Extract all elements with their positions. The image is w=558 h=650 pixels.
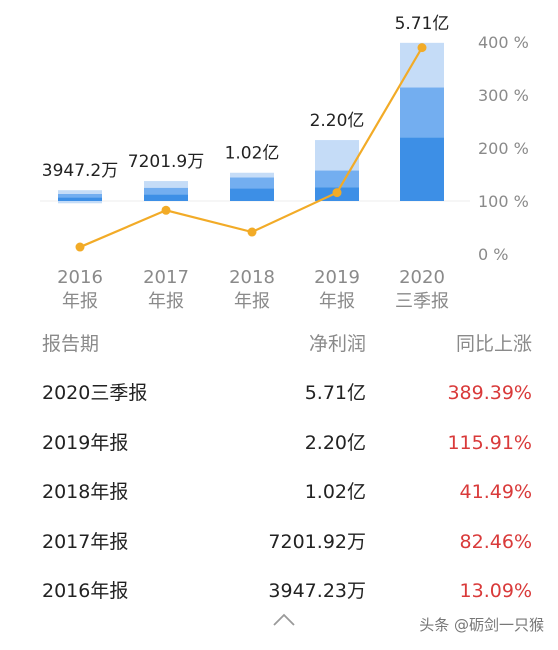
bar-value-label: 7201.9万: [128, 152, 204, 172]
header-profit: 净利润: [308, 333, 366, 355]
row-growth: 41.49%: [459, 481, 532, 503]
bar-segment: [144, 194, 188, 201]
right-axis: 0 % 100 % 200 % 300 % 400 %: [478, 33, 529, 264]
line-series: [75, 43, 427, 252]
x-tick-label: 2020: [399, 267, 445, 288]
table-row: 2018年报 1.02亿 41.49%: [0, 470, 558, 518]
bar-segment: [58, 193, 102, 198]
growth-point: [417, 43, 427, 53]
row-growth: 82.46%: [459, 531, 532, 553]
x-tick-label: 年报: [319, 291, 355, 312]
row-period: 2016年报: [42, 580, 129, 602]
right-tick-label: 100 %: [478, 192, 529, 211]
bar-segment: [400, 137, 444, 201]
table-row: 2020三季报 5.71亿 389.39%: [0, 371, 558, 419]
bar-value-label: 1.02亿: [225, 144, 280, 164]
table-row: 2019年报 2.20亿 115.91%: [0, 421, 558, 469]
row-growth: 389.39%: [447, 382, 532, 404]
bar-value-label: 5.71亿: [395, 14, 450, 34]
row-period: 2019年报: [42, 432, 129, 454]
row-growth: 115.91%: [447, 432, 532, 454]
x-tick-label: 2017: [143, 267, 189, 288]
row-period: 2017年报: [42, 531, 129, 553]
x-tick-label: 年报: [62, 291, 98, 312]
x-tick-label: 年报: [148, 291, 184, 312]
x-tick-label: 三季报: [395, 291, 449, 312]
growth-point: [332, 188, 342, 198]
chevron-up-icon: [273, 613, 295, 626]
row-profit: 5.71亿: [304, 382, 366, 404]
growth-point: [247, 227, 257, 237]
bar-value-labels: 3947.2万 7201.9万 1.02亿 2.20亿 5.71亿: [42, 14, 450, 181]
table-row: 2017年报 7201.92万 82.46%: [0, 520, 558, 568]
table-header: 报告期 净利润 同比上涨: [0, 322, 558, 366]
table-row: 2016年报 3947.23万 13.09%: [0, 569, 558, 617]
growth-point: [75, 242, 85, 252]
right-tick-label: 400 %: [478, 33, 529, 52]
header-period: 报告期: [42, 333, 100, 355]
watermark: 头条 @砺剑一只猴: [419, 616, 544, 634]
growth-point: [161, 205, 171, 215]
row-profit: 3947.23万: [268, 580, 366, 602]
x-tick-label: 2019: [314, 267, 360, 288]
row-profit: 1.02亿: [304, 481, 366, 503]
x-axis: 2016 年报 2017 年报 2018 年报 2019 年报 2020 三季报: [57, 267, 449, 312]
row-profit: 2.20亿: [304, 432, 366, 454]
header-growth: 同比上涨: [455, 333, 532, 355]
net-profit-chart: 3947.2万 7201.9万 1.02亿 2.20亿 5.71亿 0 % 100 % 20…: [40, 14, 529, 312]
bar-segment: [230, 188, 274, 201]
x-tick-label: 年报: [234, 291, 270, 312]
bar-value-label: 2.20亿: [310, 111, 365, 131]
x-tick-label: 2018: [229, 267, 275, 288]
bar-segment: [315, 170, 359, 188]
bar-value-label: 3947.2万: [42, 161, 118, 181]
collapse-button[interactable]: [272, 612, 296, 628]
row-profit: 7201.92万: [268, 531, 366, 553]
bar-segment: [230, 177, 274, 189]
row-growth: 13.09%: [459, 580, 532, 602]
right-tick-label: 200 %: [478, 139, 529, 158]
bar-segment: [144, 187, 188, 195]
right-tick-label: 300 %: [478, 86, 529, 105]
bar-segment: [58, 197, 102, 201]
bar-series: [40, 42, 470, 204]
bar-segment: [58, 190, 102, 194]
bar-segment: [230, 172, 274, 178]
right-tick-label: 0 %: [478, 245, 508, 264]
row-period: 2018年报: [42, 481, 129, 503]
bar-segment: [144, 181, 188, 188]
bar-segment-negative: [58, 201, 102, 204]
row-period: 2020三季报: [42, 382, 148, 404]
bar-segment: [400, 87, 444, 138]
x-tick-label: 2016: [57, 267, 103, 288]
